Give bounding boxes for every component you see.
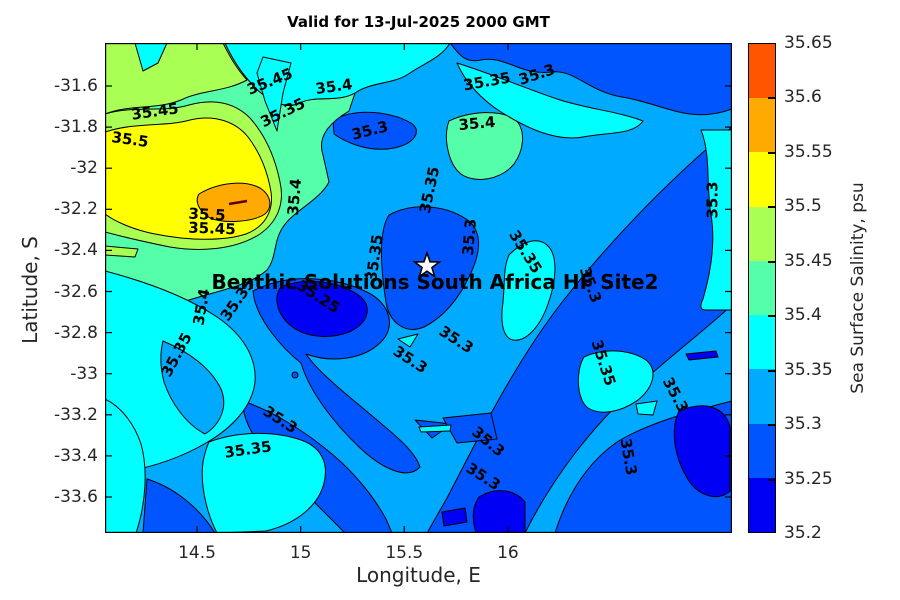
y-axis-label: Latitude, S	[18, 236, 42, 344]
colorbar-tick-mark	[768, 315, 775, 318]
y-tick-label: -32.2	[54, 199, 98, 220]
y-tick-label: -32	[70, 158, 98, 179]
colorbar-tick-label: 35.2	[784, 523, 822, 543]
colorbar-segment	[749, 477, 775, 532]
plot-border	[105, 43, 732, 533]
colorbar-tick-mark	[768, 97, 775, 100]
salinity-contour-map	[105, 43, 732, 533]
colorbar-tick-mark	[768, 369, 775, 372]
y-tick-label: -33.6	[54, 487, 98, 507]
x-tick-label: 15	[289, 543, 312, 563]
y-tick-label: -31.8	[54, 117, 98, 138]
contour-label: 35.4	[457, 112, 497, 135]
y-tick-label: -32.6	[54, 281, 98, 302]
colorbar-segment	[749, 98, 775, 153]
colorbar-segment	[749, 260, 775, 316]
site-name-label: Benthic Solutions South Africa HF Site2	[211, 270, 659, 294]
x-tick-label: 16	[497, 543, 519, 563]
colorbar-title: Sea Surface Salinity, psu	[848, 182, 868, 394]
colorbar-tick-label: 35.6	[784, 87, 822, 108]
colorbar-tick-label: 35.3	[784, 414, 822, 435]
colorbar-segment	[749, 44, 775, 99]
colorbar-tick-mark	[768, 151, 775, 154]
colorbar-segment	[749, 206, 775, 261]
x-axis-label: Longitude, E	[356, 563, 481, 587]
colorbar-segment	[749, 369, 775, 424]
y-tick-label: -33.2	[54, 404, 98, 425]
colorbar-tick-label: 35.4	[784, 305, 822, 326]
colorbar-tick-label: 35.5	[784, 196, 822, 217]
contour-label: 35.45	[187, 218, 237, 239]
colorbar-segment	[749, 315, 775, 370]
site-star-icon	[412, 250, 442, 279]
colorbar-tick-mark	[768, 424, 775, 427]
colorbar-tick-label: 35.65	[784, 33, 833, 53]
colorbar-tick-label: 35.45	[784, 250, 833, 271]
x-tick-label: 14.5	[178, 543, 216, 563]
y-tick-label: -32.8	[54, 322, 98, 343]
colorbar-segment	[749, 423, 775, 478]
colorbar-segment	[749, 152, 775, 207]
contour-label: 35.3	[458, 217, 481, 257]
colorbar-tick-mark	[768, 478, 775, 481]
contour-label: 35.4	[283, 177, 306, 217]
colorbar-tick-label: 35.55	[784, 141, 833, 162]
y-tick-label: -32.4	[54, 240, 98, 261]
y-tick-label: -33.4	[54, 445, 98, 466]
x-tick-label: 15.5	[385, 543, 424, 563]
colorbar-tick-mark	[768, 206, 775, 209]
colorbar	[748, 43, 776, 533]
colorbar-tick-label: 35.35	[784, 359, 833, 380]
y-tick-label: -31.6	[54, 76, 98, 96]
contour-map-plot-area: 35.45 35.5 35.45 35.4 35.35 35.3 35.35 35.3 35.4…	[105, 43, 732, 533]
colorbar-tick-mark	[768, 260, 775, 263]
y-tick-label: -33	[70, 363, 98, 384]
contour-label: 35.3	[703, 181, 722, 219]
colorbar-tick-label: 35.25	[784, 468, 833, 489]
figure-title: Valid for 13-Jul-2025 2000 GMT	[287, 13, 550, 31]
